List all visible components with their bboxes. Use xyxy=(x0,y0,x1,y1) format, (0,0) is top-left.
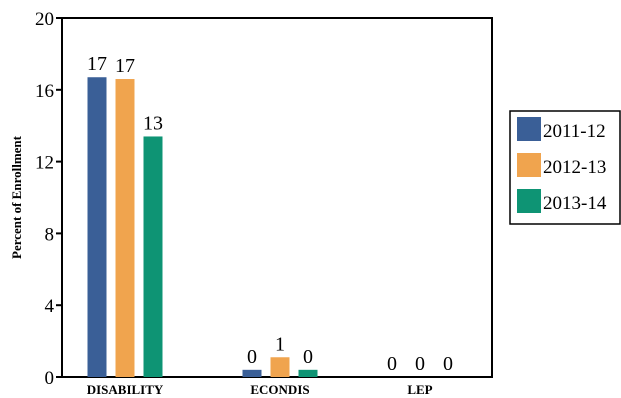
bar-2011-12-ECONDIS xyxy=(242,369,262,377)
legend-label: 2013-14 xyxy=(543,193,607,214)
bar-2012-13-ECONDIS xyxy=(270,357,290,377)
data-label: 17 xyxy=(87,53,107,75)
y-tick-label: 8 xyxy=(45,224,55,245)
data-label: 17 xyxy=(115,55,135,77)
legend-label: 2011-12 xyxy=(543,121,606,142)
x-category-label: DISABILITY xyxy=(87,382,164,397)
x-category-label: LEP xyxy=(407,382,432,397)
data-label: 0 xyxy=(387,353,397,375)
y-tick-label: 16 xyxy=(35,81,54,102)
y-tick-label: 4 xyxy=(45,296,55,317)
data-label: 0 xyxy=(303,346,313,368)
bar-2013-14-DISABILITY xyxy=(143,136,163,377)
data-label: 13 xyxy=(143,112,163,134)
y-tick-label: 0 xyxy=(45,368,55,389)
legend-swatch xyxy=(517,117,541,141)
data-label: 0 xyxy=(443,353,453,375)
y-axis-title: Percent of Enrollment xyxy=(9,135,24,259)
data-label: 1 xyxy=(275,333,285,355)
data-label: 0 xyxy=(415,353,425,375)
legend-label: 2012-13 xyxy=(543,157,606,178)
x-category-label: ECONDIS xyxy=(250,382,309,397)
bar-2013-14-ECONDIS xyxy=(298,369,318,377)
data-label: 0 xyxy=(247,346,257,368)
y-tick-label: 12 xyxy=(35,153,54,174)
bar-2011-12-DISABILITY xyxy=(87,77,107,378)
legend-swatch xyxy=(517,189,541,213)
y-tick-label: 20 xyxy=(35,9,54,30)
legend-swatch xyxy=(517,153,541,177)
bar-2012-13-DISABILITY xyxy=(115,79,135,377)
